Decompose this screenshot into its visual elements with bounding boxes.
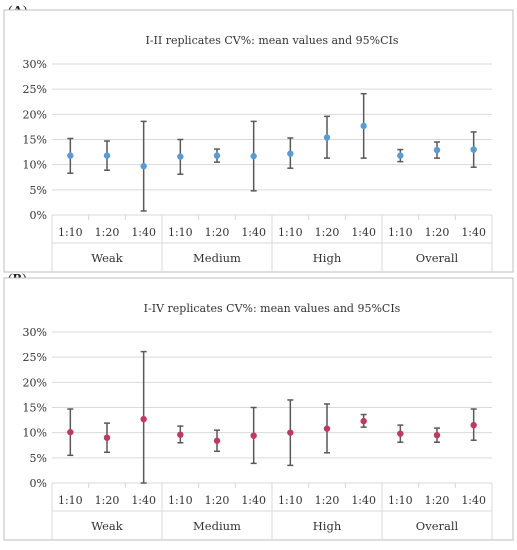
x-tick-label: 1:40 bbox=[131, 494, 156, 507]
x-tick-label: 1:10 bbox=[168, 226, 193, 239]
x-tick-label: 1:40 bbox=[461, 226, 486, 239]
x-tick-label: 1:10 bbox=[278, 494, 303, 507]
data-point bbox=[213, 152, 221, 159]
group-label: Overall bbox=[416, 519, 459, 533]
chart-title: I-II replicates CV%: mean values and 95%… bbox=[145, 34, 398, 47]
x-tick-label: 1:40 bbox=[461, 494, 486, 507]
x-tick-label: 1:20 bbox=[205, 226, 230, 239]
chart-frame bbox=[3, 9, 514, 273]
y-tick-label: 30% bbox=[23, 58, 47, 71]
data-point bbox=[360, 122, 367, 130]
x-tick-label: 1:20 bbox=[425, 494, 450, 507]
x-tick-label: 1:40 bbox=[241, 226, 266, 239]
data-point bbox=[140, 415, 147, 423]
data-point bbox=[470, 146, 477, 153]
group-label: High bbox=[313, 251, 342, 265]
data-point bbox=[470, 421, 477, 429]
x-tick-label: 1:10 bbox=[58, 494, 83, 507]
x-tick-label: 1:40 bbox=[241, 494, 266, 507]
group-label: Medium bbox=[193, 519, 241, 533]
data-point bbox=[360, 417, 367, 425]
data-point bbox=[323, 134, 331, 141]
x-tick-label: 1:40 bbox=[351, 226, 376, 239]
data-point bbox=[323, 425, 331, 432]
x-tick-label: 1:40 bbox=[351, 494, 376, 507]
x-tick-label: 1:10 bbox=[278, 226, 303, 239]
group-label: Medium bbox=[193, 251, 241, 265]
data-point bbox=[67, 152, 74, 159]
data-point bbox=[433, 146, 441, 154]
x-tick-label: 1:10 bbox=[58, 226, 83, 239]
x-tick-label: 1:20 bbox=[95, 494, 120, 507]
y-tick-label: 25% bbox=[23, 351, 47, 364]
y-tick-label: 15% bbox=[23, 402, 47, 415]
data-point bbox=[103, 434, 111, 441]
x-tick-label: 1:20 bbox=[95, 226, 120, 239]
x-tick-label: 1:20 bbox=[205, 494, 230, 507]
y-tick-label: 30% bbox=[23, 326, 47, 339]
y-tick-label: 5% bbox=[30, 452, 47, 465]
x-tick-label: 1:20 bbox=[315, 494, 340, 507]
y-tick-label: 25% bbox=[23, 83, 47, 96]
y-tick-label: 20% bbox=[23, 108, 47, 121]
data-point bbox=[177, 431, 184, 438]
group-label: Weak bbox=[91, 519, 124, 533]
data-point bbox=[103, 152, 111, 159]
x-tick-label: 1:20 bbox=[315, 226, 340, 239]
data-point bbox=[67, 428, 74, 436]
data-point bbox=[433, 431, 441, 439]
y-tick-label: 5% bbox=[30, 184, 47, 197]
y-tick-label: 15% bbox=[23, 134, 47, 147]
chart-b: I-IV replicates CV%: mean values and 95%… bbox=[3, 277, 514, 541]
x-tick-label: 1:10 bbox=[168, 494, 193, 507]
x-tick-label: 1:40 bbox=[131, 226, 156, 239]
x-tick-label: 1:20 bbox=[425, 226, 450, 239]
data-point bbox=[250, 432, 257, 439]
y-tick-label: 20% bbox=[23, 376, 47, 389]
data-point bbox=[397, 430, 404, 437]
y-tick-label: 10% bbox=[23, 159, 47, 172]
chart-a: I-II replicates CV%: mean values and 95%… bbox=[3, 9, 514, 273]
chart-frame bbox=[3, 277, 514, 541]
y-tick-label: 10% bbox=[23, 427, 47, 440]
chart-title: I-IV replicates CV%: mean values and 95%… bbox=[144, 302, 401, 315]
group-label: High bbox=[313, 519, 342, 533]
data-point bbox=[250, 152, 257, 160]
x-tick-label: 1:10 bbox=[388, 226, 413, 239]
data-point bbox=[140, 162, 147, 170]
group-label: Overall bbox=[416, 251, 459, 265]
y-tick-label: 0% bbox=[30, 477, 47, 490]
data-point bbox=[213, 437, 221, 444]
data-point bbox=[287, 429, 294, 436]
x-tick-label: 1:10 bbox=[388, 494, 413, 507]
y-tick-label: 0% bbox=[30, 209, 47, 222]
data-point bbox=[177, 153, 184, 160]
group-label: Weak bbox=[91, 251, 124, 265]
data-point bbox=[287, 150, 294, 157]
data-point bbox=[397, 152, 404, 159]
